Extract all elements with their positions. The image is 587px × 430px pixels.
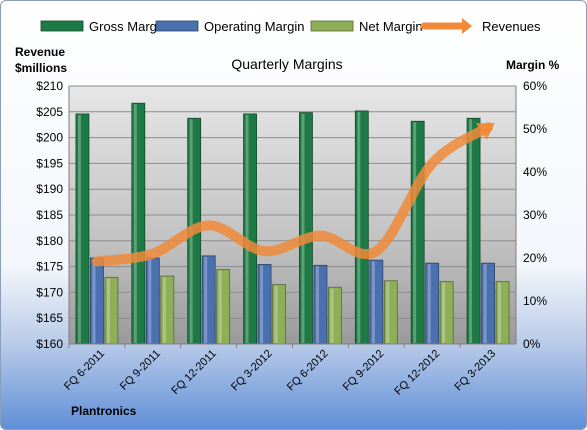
bar-highlight: [330, 288, 334, 343]
x-tick-label: FQ 9-2011: [118, 348, 163, 393]
left-tick-label: $210: [36, 79, 63, 93]
bar-net-margin: [439, 281, 454, 345]
bar-net-margin: [495, 281, 510, 345]
bar-operating-margin: [481, 262, 495, 345]
bar-net-margin: [160, 275, 175, 345]
bar-highlight: [204, 256, 208, 343]
bar-highlight: [413, 122, 417, 343]
bar-gross-margin: [354, 110, 369, 345]
left-axis: $210 $205 $200 $195 $190 $185 $180 $175 $170 $165…: [36, 79, 70, 351]
bar-net-margin: [104, 276, 119, 345]
bar-operating-margin: [145, 257, 160, 345]
bar-highlight: [498, 282, 502, 343]
bar-highlight: [133, 104, 137, 343]
bar-net-margin: [216, 269, 231, 345]
chart-title: Quarterly Margins: [231, 56, 342, 72]
bar-highlight: [469, 119, 473, 343]
left-tick-label: $205: [36, 105, 63, 119]
left-tick-label: $190: [36, 182, 63, 196]
left-tick-label: $200: [36, 131, 63, 145]
right-tick-label: 0%: [523, 337, 541, 351]
bar-net-margin: [328, 286, 342, 345]
legend: Gross Margin Operating Margin Net Margin Re…: [40, 18, 541, 34]
revenue-arrowhead: [475, 122, 495, 141]
left-axis-label-line1: Revenue: [15, 45, 65, 59]
bar-highlight: [371, 261, 375, 343]
bar-highlight: [427, 264, 431, 343]
legend-swatch-gross-margin: [40, 20, 84, 32]
bar-net-margin: [383, 280, 398, 345]
bar-highlight: [386, 281, 390, 343]
bar-highlight: [245, 114, 249, 343]
bar-operating-margin: [90, 257, 104, 345]
bar-highlight: [301, 113, 305, 343]
bar-highlight: [77, 114, 81, 343]
bar-highlight: [92, 259, 96, 343]
x-tick-label: FQ 3-2013: [453, 348, 499, 394]
bar-highlight: [442, 282, 446, 343]
bar-gross-margin: [75, 113, 90, 345]
x-axis: FQ 6-2011 FQ 9-2011 FQ 12-2011 FQ 3-2012 FQ …: [62, 343, 516, 398]
legend-label-operating-margin: Operating Margin: [204, 19, 304, 34]
legend-arrowhead: [462, 18, 472, 34]
bar-highlight: [260, 265, 264, 343]
x-tick-label: FQ 9-2012: [341, 348, 387, 394]
right-tick-label: 20%: [523, 251, 547, 265]
company-label: Plantronics: [71, 404, 137, 418]
right-tick-label: 60%: [523, 79, 547, 93]
right-axis: 60% 50% 40% 30% 20% 10% 0%: [515, 79, 547, 351]
left-axis-label-line2: $millions: [15, 61, 67, 75]
right-axis-label: Margin %: [506, 58, 560, 72]
bar-operating-margin: [313, 264, 328, 345]
bar-operating-margin: [369, 259, 384, 345]
left-tick-label: $185: [36, 208, 63, 222]
right-tick-label: 10%: [523, 294, 547, 308]
bar-gross-margin: [131, 102, 146, 345]
right-tick-label: 40%: [523, 165, 547, 179]
left-tick-label: $170: [36, 285, 63, 299]
bar-gross-margin: [410, 120, 425, 345]
x-tick-label: FQ 6-2012: [285, 348, 331, 394]
bar-highlight: [148, 259, 152, 343]
revenue-line-path: [91, 122, 494, 267]
bar-net-margin: [272, 284, 286, 345]
legend-label-gross-margin: Gross Margin: [89, 19, 167, 34]
left-tick-label: $175: [36, 260, 63, 274]
legend-label-net-margin: Net Margin: [359, 19, 423, 34]
right-tick-label: 30%: [523, 208, 547, 222]
right-tick-label: 50%: [523, 122, 547, 136]
left-tick-label: $160: [36, 337, 63, 351]
left-tick-label: $165: [36, 311, 63, 325]
legend-swatch-operating-margin: [155, 20, 199, 32]
legend-label-revenues: Revenues: [482, 19, 541, 34]
bar-highlight: [357, 111, 361, 343]
bars: [75, 102, 510, 345]
legend-swatch-net-margin: [310, 20, 354, 32]
bar-highlight: [315, 266, 319, 343]
x-tick-label: FQ 3-2012: [229, 348, 275, 394]
bar-gross-margin: [466, 117, 481, 345]
bar-highlight: [162, 277, 166, 343]
bar-highlight: [218, 270, 222, 343]
bar-operating-margin: [201, 255, 216, 345]
left-tick-label: $195: [36, 156, 63, 170]
bar-highlight: [106, 278, 110, 343]
bar-highlight: [274, 285, 278, 343]
bar-operating-margin: [257, 264, 272, 345]
bar-gross-margin: [243, 113, 257, 345]
x-tick-label: FQ 12-2011: [169, 348, 218, 397]
left-tick-label: $180: [36, 234, 63, 248]
x-tick-label: FQ 12-2012: [392, 348, 442, 398]
revenue-line: [91, 122, 495, 267]
bar-gross-margin: [299, 112, 313, 345]
bar-highlight: [483, 264, 487, 343]
x-tick-label: FQ 6-2011: [62, 348, 107, 393]
bar-operating-margin: [425, 262, 440, 345]
